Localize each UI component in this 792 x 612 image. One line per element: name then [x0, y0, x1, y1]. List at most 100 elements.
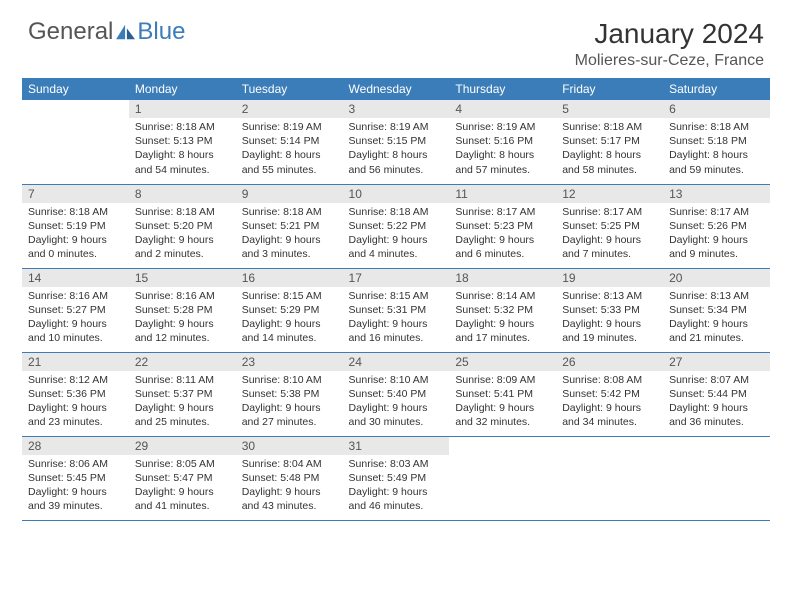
- sunrise-line: Sunrise: 8:18 AM: [669, 120, 764, 134]
- calendar-body: 1Sunrise: 8:18 AMSunset: 5:13 PMDaylight…: [22, 100, 770, 520]
- brand-text-2: Blue: [137, 18, 185, 46]
- page-header: General Blue January 2024 Molieres-sur-C…: [0, 0, 792, 78]
- sunrise-line: Sunrise: 8:16 AM: [28, 289, 123, 303]
- sunrise-line: Sunrise: 8:17 AM: [669, 205, 764, 219]
- calendar-cell: 26Sunrise: 8:08 AMSunset: 5:42 PMDayligh…: [556, 352, 663, 436]
- day-details: Sunrise: 8:19 AMSunset: 5:16 PMDaylight:…: [449, 118, 556, 181]
- day-number: 29: [129, 437, 236, 455]
- daylight-line: Daylight: 9 hours and 23 minutes.: [28, 401, 123, 429]
- sunrise-line: Sunrise: 8:18 AM: [28, 205, 123, 219]
- day-details: Sunrise: 8:17 AMSunset: 5:23 PMDaylight:…: [449, 203, 556, 266]
- sunrise-line: Sunrise: 8:09 AM: [455, 373, 550, 387]
- day-details: Sunrise: 8:10 AMSunset: 5:40 PMDaylight:…: [343, 371, 450, 434]
- location-text: Molieres-sur-Ceze, France: [575, 52, 764, 70]
- daylight-line: Daylight: 8 hours and 54 minutes.: [135, 148, 230, 176]
- calendar-cell: 15Sunrise: 8:16 AMSunset: 5:28 PMDayligh…: [129, 268, 236, 352]
- calendar-cell: 10Sunrise: 8:18 AMSunset: 5:22 PMDayligh…: [343, 184, 450, 268]
- calendar-cell: 5Sunrise: 8:18 AMSunset: 5:17 PMDaylight…: [556, 100, 663, 184]
- calendar-cell: 25Sunrise: 8:09 AMSunset: 5:41 PMDayligh…: [449, 352, 556, 436]
- daylight-line: Daylight: 8 hours and 59 minutes.: [669, 148, 764, 176]
- calendar-cell: 8Sunrise: 8:18 AMSunset: 5:20 PMDaylight…: [129, 184, 236, 268]
- calendar-cell: 7Sunrise: 8:18 AMSunset: 5:19 PMDaylight…: [22, 184, 129, 268]
- daylight-line: Daylight: 9 hours and 4 minutes.: [349, 233, 444, 261]
- sunrise-line: Sunrise: 8:06 AM: [28, 457, 123, 471]
- calendar-cell: [22, 100, 129, 184]
- sunset-line: Sunset: 5:48 PM: [242, 471, 337, 485]
- sunset-line: Sunset: 5:38 PM: [242, 387, 337, 401]
- calendar-cell: 9Sunrise: 8:18 AMSunset: 5:21 PMDaylight…: [236, 184, 343, 268]
- sunset-line: Sunset: 5:26 PM: [669, 219, 764, 233]
- sunset-line: Sunset: 5:16 PM: [455, 134, 550, 148]
- sunrise-line: Sunrise: 8:17 AM: [455, 205, 550, 219]
- day-number: 4: [449, 100, 556, 118]
- daylight-line: Daylight: 9 hours and 30 minutes.: [349, 401, 444, 429]
- daylight-line: Daylight: 9 hours and 16 minutes.: [349, 317, 444, 345]
- sunrise-line: Sunrise: 8:13 AM: [669, 289, 764, 303]
- calendar-table: Sunday Monday Tuesday Wednesday Thursday…: [22, 78, 770, 521]
- day-details: Sunrise: 8:13 AMSunset: 5:34 PMDaylight:…: [663, 287, 770, 350]
- sunset-line: Sunset: 5:15 PM: [349, 134, 444, 148]
- day-details: Sunrise: 8:18 AMSunset: 5:18 PMDaylight:…: [663, 118, 770, 181]
- title-block: January 2024 Molieres-sur-Ceze, France: [575, 18, 764, 70]
- day-number: 24: [343, 353, 450, 371]
- day-number: 10: [343, 185, 450, 203]
- calendar-cell: 13Sunrise: 8:17 AMSunset: 5:26 PMDayligh…: [663, 184, 770, 268]
- day-number: 23: [236, 353, 343, 371]
- day-number: 9: [236, 185, 343, 203]
- sunset-line: Sunset: 5:23 PM: [455, 219, 550, 233]
- day-details: Sunrise: 8:09 AMSunset: 5:41 PMDaylight:…: [449, 371, 556, 434]
- calendar-cell: 3 Sunrise: 8:19 AMSunset: 5:15 PMDaylight…: [343, 100, 450, 184]
- day-details: Sunrise: 8:05 AMSunset: 5:47 PMDaylight:…: [129, 455, 236, 518]
- daylight-line: Daylight: 9 hours and 43 minutes.: [242, 485, 337, 513]
- sunset-line: Sunset: 5:34 PM: [669, 303, 764, 317]
- sunset-line: Sunset: 5:25 PM: [562, 219, 657, 233]
- brand-logo: General Blue: [28, 18, 185, 46]
- sunrise-line: Sunrise: 8:15 AM: [242, 289, 337, 303]
- day-number: 1: [129, 100, 236, 118]
- sunset-line: Sunset: 5:13 PM: [135, 134, 230, 148]
- sunrise-line: Sunrise: 8:19 AM: [242, 120, 337, 134]
- day-number: 25: [449, 353, 556, 371]
- day-number: 31: [343, 437, 450, 455]
- day-details: Sunrise: 8:16 AMSunset: 5:27 PMDaylight:…: [22, 287, 129, 350]
- daylight-line: Daylight: 9 hours and 0 minutes.: [28, 233, 123, 261]
- calendar-cell: 16Sunrise: 8:15 AMSunset: 5:29 PMDayligh…: [236, 268, 343, 352]
- sunrise-line: Sunrise: 8:18 AM: [135, 205, 230, 219]
- day-details: Sunrise: 8:16 AMSunset: 5:28 PMDaylight:…: [129, 287, 236, 350]
- day-details: Sunrise: 8:18 AMSunset: 5:17 PMDaylight:…: [556, 118, 663, 181]
- sunrise-line: Sunrise: 8:19 AM: [349, 120, 444, 134]
- daylight-line: Daylight: 8 hours and 58 minutes.: [562, 148, 657, 176]
- weekday-header: Thursday: [449, 78, 556, 100]
- calendar-cell: 29Sunrise: 8:05 AMSunset: 5:47 PMDayligh…: [129, 436, 236, 520]
- sunrise-line: Sunrise: 8:13 AM: [562, 289, 657, 303]
- daylight-line: Daylight: 9 hours and 17 minutes.: [455, 317, 550, 345]
- sunset-line: Sunset: 5:18 PM: [669, 134, 764, 148]
- calendar-cell: [663, 436, 770, 520]
- day-number: 21: [22, 353, 129, 371]
- day-details: Sunrise: 8:17 AMSunset: 5:26 PMDaylight:…: [663, 203, 770, 266]
- day-details: Sunrise: 8:18 AMSunset: 5:20 PMDaylight:…: [129, 203, 236, 266]
- day-details: Sunrise: 8:19 AMSunset: 5:14 PMDaylight:…: [236, 118, 343, 181]
- day-number: 5: [556, 100, 663, 118]
- calendar-cell: [556, 436, 663, 520]
- sunrise-line: Sunrise: 8:18 AM: [242, 205, 337, 219]
- sunrise-line: Sunrise: 8:04 AM: [242, 457, 337, 471]
- daylight-line: Daylight: 9 hours and 36 minutes.: [669, 401, 764, 429]
- daylight-line: Daylight: 9 hours and 46 minutes.: [349, 485, 444, 513]
- day-number: 3: [343, 100, 450, 118]
- day-number: 11: [449, 185, 556, 203]
- daylight-line: Daylight: 9 hours and 27 minutes.: [242, 401, 337, 429]
- daylight-line: Daylight: 9 hours and 2 minutes.: [135, 233, 230, 261]
- daylight-line: Daylight: 8 hours and 56 minutes.: [349, 148, 444, 176]
- day-details: Sunrise: 8:15 AMSunset: 5:31 PMDaylight:…: [343, 287, 450, 350]
- calendar-cell: [449, 436, 556, 520]
- calendar-cell: 12Sunrise: 8:17 AMSunset: 5:25 PMDayligh…: [556, 184, 663, 268]
- day-details: Sunrise: 8:08 AMSunset: 5:42 PMDaylight:…: [556, 371, 663, 434]
- daylight-line: Daylight: 9 hours and 41 minutes.: [135, 485, 230, 513]
- day-number: 6: [663, 100, 770, 118]
- day-details: Sunrise: 8:12 AMSunset: 5:36 PMDaylight:…: [22, 371, 129, 434]
- sunset-line: Sunset: 5:31 PM: [349, 303, 444, 317]
- calendar-row: 14Sunrise: 8:16 AMSunset: 5:27 PMDayligh…: [22, 268, 770, 352]
- day-number: 22: [129, 353, 236, 371]
- daylight-line: Daylight: 9 hours and 14 minutes.: [242, 317, 337, 345]
